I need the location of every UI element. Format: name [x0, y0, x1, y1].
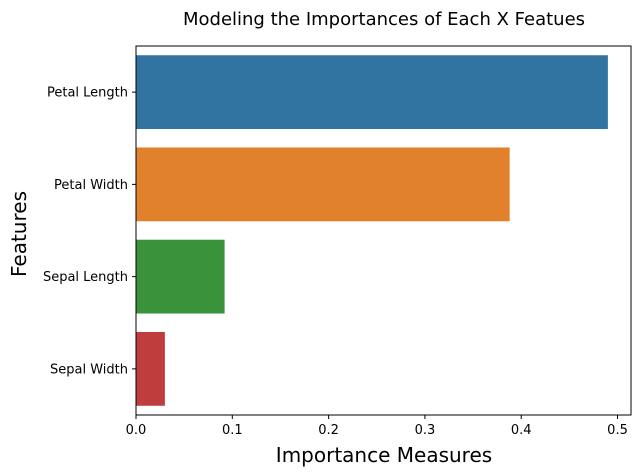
x-tick-label: 0.3: [415, 423, 436, 438]
y-tick-label: Sepal Length: [43, 270, 128, 285]
y-axis-label: Features: [7, 191, 31, 277]
bars-group: [136, 55, 608, 406]
x-axis-label: Importance Measures: [276, 443, 492, 467]
x-tick-label: 0.2: [318, 423, 339, 438]
bar-petal-length: [136, 55, 608, 130]
x-axis-ticks: 0.0 0.1 0.2 0.3 0.4 0.5: [126, 415, 628, 438]
x-tick-label: 0.1: [222, 423, 243, 438]
bar-sepal-width: [136, 331, 165, 406]
y-axis-ticks: Petal Length Petal Width Sepal Length Sepal…: [43, 86, 136, 377]
bar-sepal-length: [136, 239, 225, 314]
plot-frame: [135, 45, 632, 416]
x-tick-label: 0.5: [607, 423, 628, 438]
y-tick-label: Petal Length: [47, 86, 128, 101]
y-tick-label: Petal Width: [54, 178, 128, 193]
chart-title: Modeling the Importances of Each X Featu…: [183, 9, 585, 30]
y-tick-label: Sepal Width: [50, 362, 128, 377]
bar-petal-width: [136, 147, 510, 222]
x-tick-label: 0.0: [126, 423, 147, 438]
x-tick-label: 0.4: [511, 423, 532, 438]
